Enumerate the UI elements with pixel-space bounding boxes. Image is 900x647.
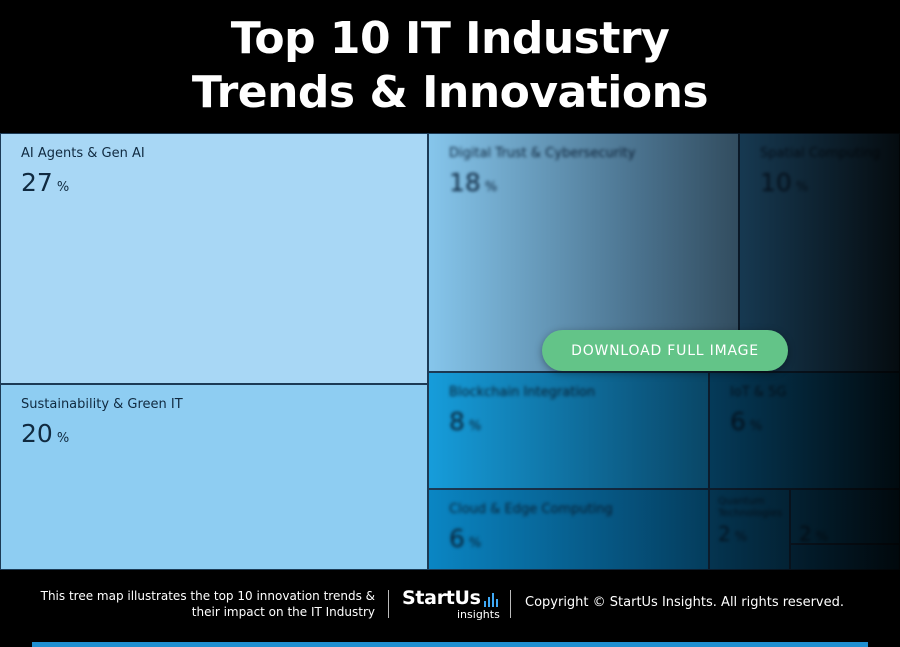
footer-divider-right bbox=[510, 590, 511, 618]
treemap-tile-unit: % bbox=[815, 530, 829, 544]
download-full-image-button[interactable]: DOWNLOAD FULL IMAGE bbox=[542, 330, 788, 371]
logo-brand-text: StartUs bbox=[402, 587, 481, 609]
page-header: Top 10 IT Industry Trends & Innovations bbox=[0, 0, 900, 133]
page-title-line-1: Top 10 IT Industry bbox=[230, 13, 670, 64]
footer-divider-left bbox=[388, 590, 389, 618]
treemap-tile-unit: % bbox=[468, 419, 482, 434]
treemap-tile-value: 27% bbox=[21, 168, 70, 197]
copyright-text: Copyright © StartUs Insights. All rights… bbox=[525, 595, 844, 610]
treemap-tile-unit: % bbox=[56, 180, 70, 195]
treemap-tile-label: IoT & 5G bbox=[730, 385, 787, 400]
treemap-tile-value: 2% bbox=[718, 522, 748, 546]
treemap-tile-value: 10% bbox=[760, 168, 809, 197]
footer-description-line-2: their impact on the IT Industry bbox=[191, 605, 375, 619]
treemap-tile-label: AI Agents & Gen AI bbox=[21, 146, 145, 161]
treemap-tile-unit: % bbox=[56, 431, 70, 446]
logo-sub-text: insights bbox=[457, 608, 500, 621]
page-title-line-2: Trends & Innovations bbox=[191, 67, 709, 118]
treemap-tile-value: 6% bbox=[449, 524, 482, 553]
footer-description: This tree map illustrates the top 10 inn… bbox=[15, 588, 375, 620]
treemap-tile-value: 8% bbox=[449, 407, 482, 436]
treemap-tile-unit: % bbox=[795, 180, 809, 195]
treemap-tile-value: 2% bbox=[799, 522, 829, 544]
treemap-tile-unit: % bbox=[484, 180, 498, 195]
treemap-tile: IoT & 5G 6% bbox=[709, 372, 900, 489]
bottom-accent-bar bbox=[32, 642, 868, 647]
treemap-tile-unit: % bbox=[734, 530, 748, 545]
treemap-tile-label: Spatial Computing bbox=[760, 146, 881, 161]
treemap-tile: 2% bbox=[790, 489, 900, 544]
startus-insights-logo[interactable]: StartUs insights bbox=[402, 587, 502, 627]
footer-description-line-1: This tree map illustrates the top 10 inn… bbox=[40, 589, 375, 603]
treemap-tile: Cloud & Edge Computing 6% bbox=[428, 489, 709, 570]
logo-bars-icon bbox=[484, 593, 498, 607]
treemap-tile: AI Agents & Gen AI 27% bbox=[0, 133, 428, 384]
treemap-tile-label: Cloud & Edge Computing bbox=[449, 502, 613, 517]
treemap-tile: Sustainability & Green IT 20% bbox=[0, 384, 428, 570]
treemap-tile-value: 6% bbox=[730, 407, 763, 436]
treemap-tile-label: Blockchain Integration bbox=[449, 385, 596, 400]
treemap-tile-label: Digital Trust & Cybersecurity bbox=[449, 146, 636, 161]
treemap-tile-label: Quantum Technologies bbox=[718, 496, 783, 519]
treemap-tile: Quantum Technologies 2% bbox=[709, 489, 790, 570]
treemap-tile-label: Sustainability & Green IT bbox=[21, 397, 183, 412]
treemap-tile-unit: % bbox=[468, 536, 482, 551]
treemap-tile-value: 18% bbox=[449, 168, 498, 197]
treemap-tile bbox=[790, 544, 900, 570]
treemap-tile-unit: % bbox=[749, 419, 763, 434]
treemap-tile-value: 20% bbox=[21, 419, 70, 448]
treemap-tile: Blockchain Integration 8% bbox=[428, 372, 709, 489]
footer: This tree map illustrates the top 10 inn… bbox=[0, 570, 900, 647]
